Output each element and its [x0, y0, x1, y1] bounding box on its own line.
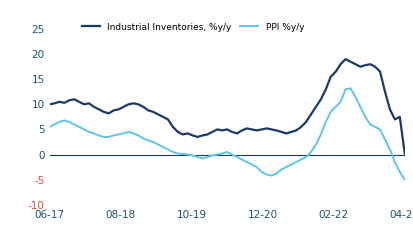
- Legend: Industrial Inventories, %y/y, PPI %y/y: Industrial Inventories, %y/y, PPI %y/y: [78, 19, 308, 35]
